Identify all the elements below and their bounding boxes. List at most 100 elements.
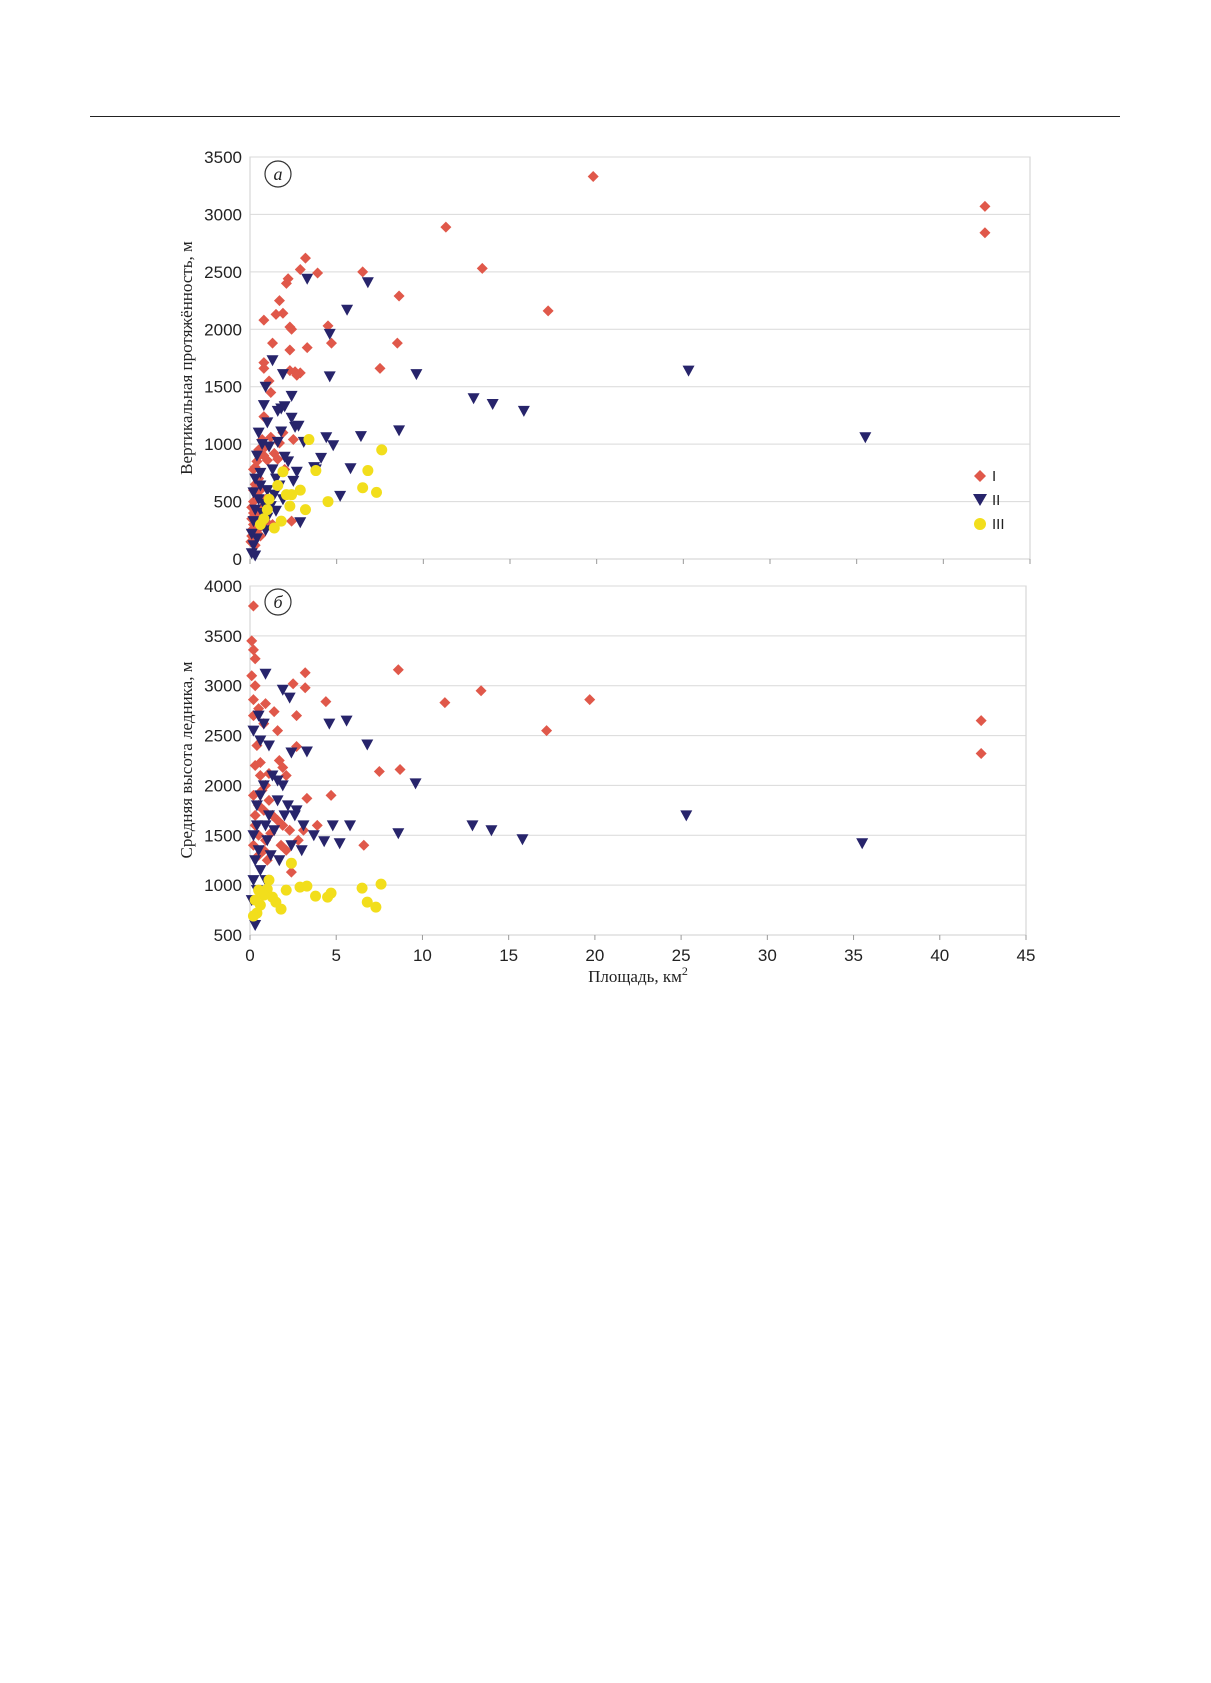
- data-point-series-I: [246, 635, 258, 647]
- x-axis-title-text: Площадь, км: [588, 967, 682, 986]
- data-point-series-III: [322, 891, 334, 903]
- data-point-series-I: [247, 644, 259, 656]
- data-point-series-I: [357, 266, 369, 278]
- data-point-series-II: [467, 393, 480, 405]
- data-point-series-II: [323, 371, 336, 383]
- data-point-series-III: [261, 504, 273, 516]
- data-point-series-I: [249, 653, 261, 665]
- y-tick-label: 2000: [204, 776, 242, 795]
- data-point-series-I: [320, 696, 332, 708]
- data-point-series-I: [299, 667, 311, 679]
- data-point-series-I: [260, 698, 272, 710]
- x-tick-label: 35: [844, 946, 863, 965]
- data-point-series-I: [254, 769, 266, 781]
- data-point-series-I: [587, 171, 599, 183]
- data-point-series-III: [285, 857, 297, 869]
- data-point-series-II: [249, 473, 262, 485]
- data-point-series-II: [354, 431, 367, 443]
- data-point-series-II: [326, 820, 339, 832]
- data-point-series-II: [285, 840, 298, 852]
- data-point-series-II: [247, 487, 260, 499]
- data-point-series-II: [320, 432, 333, 444]
- data-point-series-II: [361, 739, 374, 751]
- x-tick-label: 45: [1017, 946, 1036, 965]
- data-point-series-III: [284, 500, 296, 512]
- data-point-series-I: [291, 369, 303, 381]
- data-point-series-III: [376, 444, 388, 456]
- y-tick-label: 1500: [204, 378, 242, 397]
- data-point-series-I: [267, 337, 279, 349]
- data-point-series-II: [249, 504, 262, 516]
- data-point-series-III: [361, 896, 373, 908]
- data-point-series-I: [322, 320, 334, 332]
- data-point-series-III: [254, 519, 266, 531]
- x-tick-label: 5: [331, 946, 340, 965]
- x-tick-label: 10: [413, 946, 432, 965]
- data-point-series-II: [327, 440, 340, 452]
- data-point-series-II: [318, 836, 331, 848]
- data-point-series-II: [285, 390, 298, 402]
- data-point-series-I: [286, 323, 298, 335]
- panel-b: 500 1000 1500 2000 2500 3000 3500 4000 0 5 10 15 20…: [177, 577, 1035, 986]
- data-point-series-II: [301, 273, 314, 285]
- panel-b-label-badge: б: [264, 588, 292, 616]
- data-point-series-III: [266, 891, 278, 903]
- panel-a-label-badge: а: [264, 160, 292, 188]
- data-point-series-II: [250, 533, 263, 545]
- data-point-series-III: [370, 901, 382, 913]
- data-point-series-II: [266, 464, 279, 476]
- data-point-series-I: [439, 697, 451, 709]
- data-point-series-I: [277, 761, 289, 773]
- data-point-series-II: [859, 432, 872, 444]
- data-point-series-II: [262, 740, 275, 752]
- data-point-series-II: [409, 778, 422, 790]
- data-point-series-I: [280, 769, 292, 781]
- data-point-series-III: [362, 465, 374, 477]
- data-point-series-I: [272, 453, 284, 465]
- data-point-series-II: [333, 838, 346, 850]
- data-point-series-II: [249, 550, 262, 562]
- data-point-series-I: [541, 725, 553, 737]
- data-point-series-II: [323, 718, 336, 730]
- data-point-series-I: [325, 337, 337, 349]
- data-point-series-III: [268, 522, 280, 534]
- data-point-series-I: [280, 844, 292, 856]
- y-tick-label: 2500: [204, 263, 242, 282]
- y-tick-label: 500: [214, 926, 242, 945]
- x-tick-label: 40: [930, 946, 949, 965]
- data-point-series-I: [979, 227, 991, 239]
- data-point-series-III: [310, 465, 322, 477]
- data-point-series-I: [301, 792, 313, 804]
- data-point-series-III: [280, 884, 292, 896]
- data-point-series-I: [261, 454, 273, 466]
- data-point-series-III: [253, 884, 265, 896]
- data-point-series-II: [254, 790, 267, 802]
- data-point-series-I: [249, 680, 261, 692]
- data-point-series-II: [254, 467, 267, 479]
- data-point-series-I: [284, 365, 296, 377]
- data-point-series-II: [249, 920, 262, 932]
- data-point-series-III: [303, 434, 315, 446]
- data-point-series-II: [262, 810, 275, 822]
- data-point-series-II: [285, 747, 298, 759]
- data-point-series-III: [299, 504, 311, 516]
- x-tick-label: 0: [245, 946, 254, 965]
- data-point-series-II: [295, 845, 308, 857]
- data-point-series-I: [294, 264, 306, 276]
- data-point-series-I: [475, 685, 487, 697]
- legend-marker-II: [973, 494, 987, 506]
- data-point-series-II: [270, 473, 282, 485]
- data-point-series-I: [358, 839, 370, 851]
- data-point-series-II: [340, 715, 353, 727]
- data-point-series-II: [259, 668, 272, 680]
- data-point-series-II: [290, 466, 303, 478]
- data-point-series-I: [301, 342, 313, 354]
- data-point-series-III: [247, 910, 259, 922]
- data-point-series-I: [975, 748, 987, 760]
- data-point-series-I: [542, 305, 554, 317]
- data-point-series-II: [680, 810, 693, 822]
- data-point-series-II: [516, 834, 529, 846]
- data-point-series-II: [276, 780, 289, 792]
- legend-marker-III: [974, 518, 986, 530]
- data-point-series-I: [299, 252, 311, 264]
